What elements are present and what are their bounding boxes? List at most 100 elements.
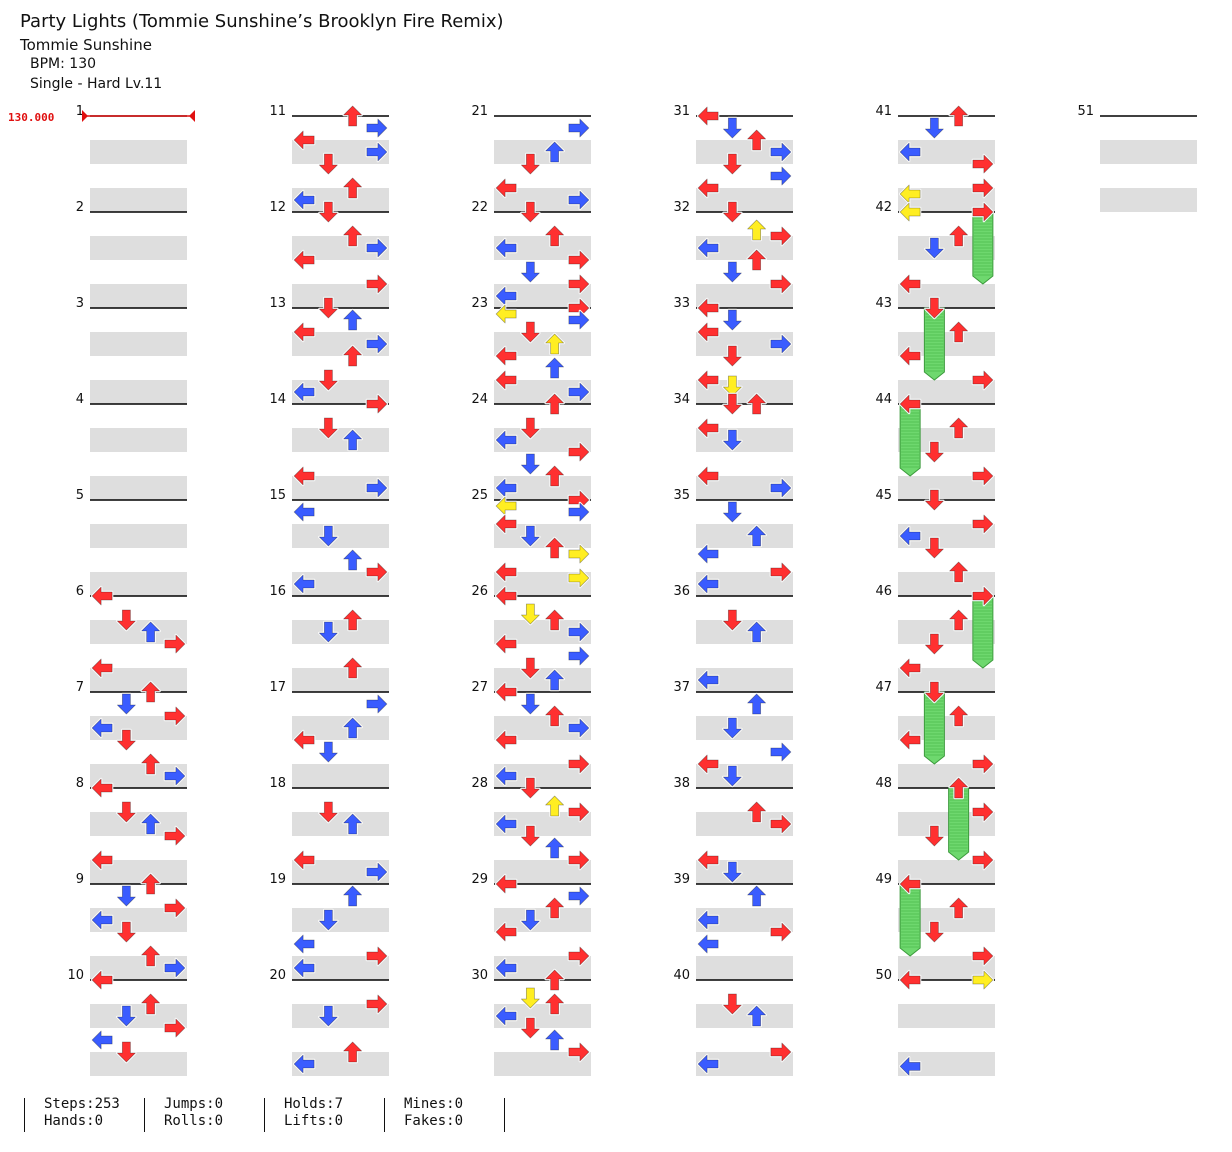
- measure-number: 31: [673, 104, 690, 119]
- arrow-down-icon: [722, 860, 743, 884]
- arrow-left-icon: [494, 303, 518, 325]
- arrow-up-icon: [544, 608, 565, 632]
- arrow-up-icon: [948, 704, 969, 728]
- arrow-up-icon: [342, 308, 363, 332]
- arrow-right-icon: [365, 237, 389, 259]
- arrow-up-icon: [948, 416, 969, 440]
- stats-divider: [504, 1098, 505, 1132]
- arrow-down-icon: [116, 1040, 137, 1064]
- measure-number: 21: [471, 104, 488, 119]
- measure-number: 18: [269, 776, 286, 791]
- arrow-down-icon: [924, 296, 945, 320]
- bpm-value: 130.000: [8, 111, 54, 124]
- arrow-right-icon: [567, 567, 591, 589]
- arrow-down-icon: [520, 152, 541, 176]
- arrow-down-icon: [924, 116, 945, 140]
- arrow-right-icon: [971, 369, 995, 391]
- arrow-right-icon: [163, 957, 187, 979]
- arrow-down-icon: [722, 500, 743, 524]
- measure-number: 17: [269, 680, 286, 695]
- arrow-up-icon: [140, 812, 161, 836]
- arrow-down-icon: [520, 200, 541, 224]
- arrow-down-icon: [924, 488, 945, 512]
- measure-number: 40: [673, 968, 690, 983]
- arrow-right-icon: [971, 801, 995, 823]
- arrow-left-icon: [90, 969, 114, 991]
- arrow-right-icon: [567, 543, 591, 565]
- arrow-left-icon: [898, 141, 922, 163]
- stat-cell: Steps:253 Hands:0: [44, 1096, 120, 1130]
- arrow-left-icon: [292, 849, 316, 871]
- arrow-up-icon: [948, 320, 969, 344]
- arrow-left-icon: [494, 729, 518, 751]
- arrow-right-icon: [971, 945, 995, 967]
- arrow-left-icon: [494, 921, 518, 943]
- beat-stripe: [696, 716, 793, 740]
- arrow-left-icon: [898, 273, 922, 295]
- stats-divider: [264, 1098, 265, 1132]
- arrow-left-icon: [494, 957, 518, 979]
- arrow-right-icon: [567, 885, 591, 907]
- arrow-up-icon: [342, 656, 363, 680]
- arrow-right-icon: [567, 501, 591, 523]
- arrow-right-icon: [769, 561, 793, 583]
- arrow-up-icon: [544, 140, 565, 164]
- arrow-left-icon: [494, 1005, 518, 1027]
- arrow-right-icon: [769, 813, 793, 835]
- arrow-right-icon: [769, 333, 793, 355]
- measure-number: 33: [673, 296, 690, 311]
- beat-stripe: [292, 668, 389, 692]
- measure-number: 36: [673, 584, 690, 599]
- arrow-up-icon: [746, 884, 767, 908]
- arrow-down-icon: [520, 908, 541, 932]
- arrow-left-icon: [494, 873, 518, 895]
- arrow-up-icon: [140, 872, 161, 896]
- arrow-down-icon: [116, 1004, 137, 1028]
- arrow-up-icon: [544, 836, 565, 860]
- arrow-down-icon: [318, 152, 339, 176]
- arrow-right-icon: [971, 465, 995, 487]
- arrow-down-icon: [520, 524, 541, 548]
- beat-stripe: [90, 428, 187, 452]
- arrow-down-icon: [318, 524, 339, 548]
- arrow-left-icon: [898, 201, 922, 223]
- arrow-right-icon: [769, 225, 793, 247]
- arrow-left-icon: [292, 1053, 316, 1075]
- arrow-down-icon: [924, 440, 945, 464]
- measure-number: 42: [875, 200, 892, 215]
- arrow-left-icon: [292, 381, 316, 403]
- arrow-up-icon: [140, 752, 161, 776]
- arrow-right-icon: [971, 201, 995, 223]
- arrow-right-icon: [365, 393, 389, 415]
- stats-divider: [144, 1098, 145, 1132]
- measure-number: 22: [471, 200, 488, 215]
- arrow-up-icon: [746, 128, 767, 152]
- arrow-left-icon: [292, 501, 316, 523]
- measure-number: 46: [875, 584, 892, 599]
- arrow-down-icon: [318, 800, 339, 824]
- arrow-down-icon: [116, 692, 137, 716]
- arrow-right-icon: [769, 165, 793, 187]
- arrow-right-icon: [365, 861, 389, 883]
- arrow-up-icon: [746, 1004, 767, 1028]
- beat-stripe: [90, 1052, 187, 1076]
- arrow-down-icon: [318, 1004, 339, 1028]
- arrow-right-icon: [163, 633, 187, 655]
- arrow-left-icon: [90, 657, 114, 679]
- beat-stripe: [90, 380, 187, 404]
- arrow-left-icon: [898, 525, 922, 547]
- arrow-right-icon: [365, 333, 389, 355]
- arrow-right-icon: [163, 1017, 187, 1039]
- arrow-right-icon: [365, 477, 389, 499]
- arrow-right-icon: [769, 921, 793, 943]
- arrow-left-icon: [696, 933, 720, 955]
- beat-stripe: [292, 812, 389, 836]
- arrow-right-icon: [971, 153, 995, 175]
- stat-line: Mines:0: [404, 1096, 464, 1112]
- measure-number: 4: [76, 392, 84, 407]
- beat-stripe: [90, 236, 187, 260]
- arrow-down-icon: [318, 296, 339, 320]
- arrow-down-icon: [924, 632, 945, 656]
- arrow-right-icon: [365, 273, 389, 295]
- arrow-down-icon: [520, 260, 541, 284]
